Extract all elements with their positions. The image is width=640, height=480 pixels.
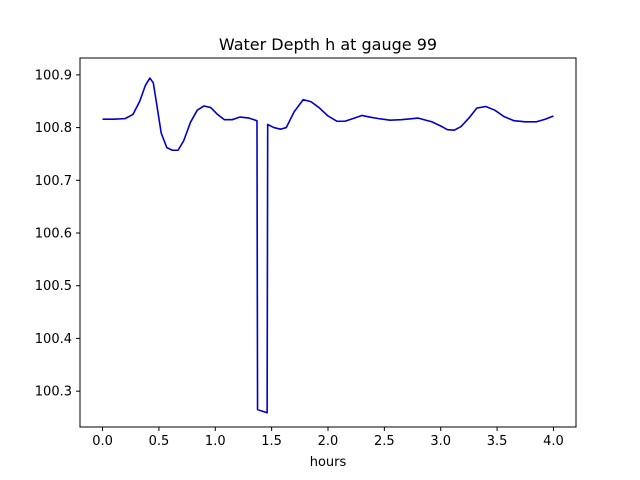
y-tick-label: 100.9 [35,68,72,83]
x-tick-label: 3.5 [487,434,508,449]
x-tick-label: 0.0 [92,434,113,449]
x-tick-label: 3.0 [430,434,451,449]
x-tick-label: 4.0 [543,434,564,449]
y-tick-label: 100.8 [35,121,72,136]
y-axis: 100.3 100.4 100.5 100.6 100.7 100.8 100.9 [35,68,80,400]
x-axis: 0.0 0.5 1.0 1.5 2.0 2.5 3.0 3.5 4.0 [92,427,564,449]
x-axis-label: hours [310,455,347,470]
y-tick-label: 100.7 [35,174,72,189]
x-tick-label: 0.5 [149,434,170,449]
axes-frame [79,57,577,428]
chart-title: Water Depth h at gauge 99 [219,35,437,54]
x-tick-label: 2.0 [318,434,339,449]
plot-area [102,77,554,414]
x-tick-label: 2.5 [374,434,395,449]
y-tick-label: 100.3 [35,385,72,400]
y-tick-label: 100.6 [35,227,72,242]
series-line [102,77,554,414]
x-tick-label: 1.5 [261,434,282,449]
y-tick-label: 100.5 [35,279,72,294]
x-tick-label: 1.0 [205,434,226,449]
y-tick-label: 100.4 [35,332,72,347]
